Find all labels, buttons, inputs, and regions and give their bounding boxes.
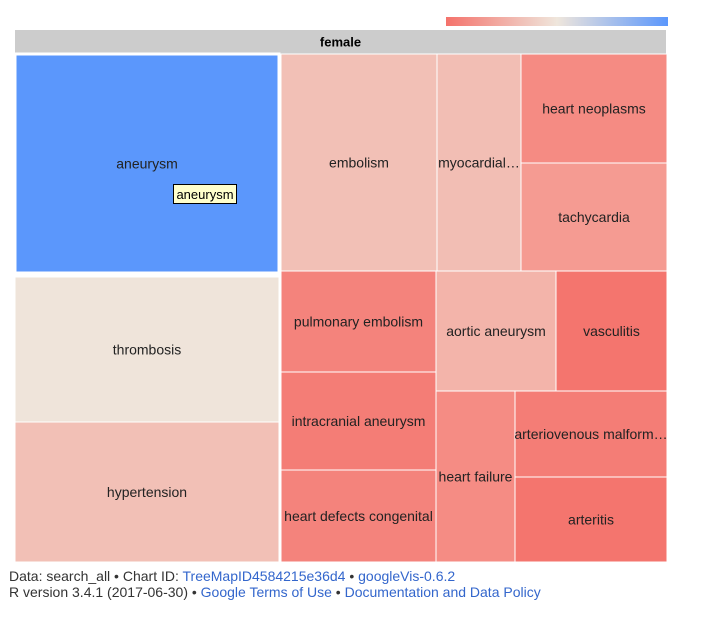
treemap-cell-label: vasculitis xyxy=(583,323,640,339)
treemap-cell-rect xyxy=(555,270,668,392)
treemap-cell-rect xyxy=(435,390,516,563)
treemap-cell-heart-defects-congenital[interactable]: heart defects congenital xyxy=(280,469,437,563)
tooltip-text: aneurysm xyxy=(176,187,233,202)
treemap-cell-rect xyxy=(280,371,437,471)
treemap-cell-vasculitis[interactable]: vasculitis xyxy=(555,270,668,392)
treemap-cell-label: aneurysm xyxy=(116,156,177,172)
footer-separator: • xyxy=(345,568,359,584)
treemap-chart: female aneurysm thrombosis hypertension emb… xyxy=(13,17,668,563)
googlevis-link[interactable]: googleVis-0.6.2 xyxy=(358,568,456,584)
treemap-cell-hypertension[interactable]: hypertension xyxy=(14,421,280,563)
terms-link[interactable]: Google Terms of Use xyxy=(200,584,332,600)
tooltip-box xyxy=(173,184,237,204)
footer-data-source: Data: search_all • Chart ID: xyxy=(9,568,183,584)
treemap-cell-rect xyxy=(520,162,668,272)
footer-separator: • xyxy=(331,584,345,600)
treemap-cell-label: aortic aneurysm xyxy=(446,323,546,339)
treemap-cell-aneurysm[interactable]: aneurysm xyxy=(13,52,281,275)
treemap-cell-rect xyxy=(280,270,437,373)
header-bar xyxy=(15,30,666,54)
treemap-cell-label: heart neoplasms xyxy=(542,101,646,117)
treemap-cell-myocardial[interactable]: myocardial… xyxy=(436,53,522,272)
chart-footer: Data: search_all • Chart ID: TreeMapID45… xyxy=(9,568,541,600)
treemap-cell-label: pulmonary embolism xyxy=(294,314,423,330)
treemap-cell-label: myocardial… xyxy=(438,155,520,171)
tooltip: aneurysm xyxy=(173,184,237,204)
chart-id-link[interactable]: TreeMapID4584215e36d4 xyxy=(182,568,346,584)
treemap-cell-label: arteriovenous malform… xyxy=(514,426,667,442)
treemap-cell-rect xyxy=(14,421,280,563)
treemap-cell-rect xyxy=(514,390,668,478)
color-legend-bar xyxy=(446,17,668,26)
treemap-cell-label: hypertension xyxy=(107,484,187,500)
treemap-header[interactable]: female xyxy=(15,30,666,54)
treemap-cell-heart-neoplasms[interactable]: heart neoplasms xyxy=(520,53,668,164)
treemap-cell-rect xyxy=(514,476,668,563)
treemap-cell-tachycardia[interactable]: tachycardia xyxy=(520,162,668,272)
treemap-cell-arteriovenous-malform[interactable]: arteriovenous malform… xyxy=(514,390,668,478)
treemap-cell-intracranial-aneurysm[interactable]: intracranial aneurysm xyxy=(280,371,437,471)
treemap-cell-label: intracranial aneurysm xyxy=(292,413,426,429)
header-title: female xyxy=(320,35,361,50)
footer-r-version: R version 3.4.1 (2017-06-30) • xyxy=(9,584,201,600)
treemap-cell-embolism[interactable]: embolism xyxy=(280,53,438,272)
treemap-cell-pulmonary-embolism[interactable]: pulmonary embolism xyxy=(280,270,437,373)
treemap-cell-label: arteritis xyxy=(568,512,614,528)
treemap-cell-aortic-aneurysm[interactable]: aortic aneurysm xyxy=(435,270,557,392)
treemap-cell-label: heart failure xyxy=(439,469,513,485)
treemap-cell-label: heart defects congenital xyxy=(284,508,433,524)
treemap-cell-rect xyxy=(13,52,281,275)
treemap-cell-label: tachycardia xyxy=(558,209,630,225)
treemap-cell-label: embolism xyxy=(329,155,389,171)
treemap-cell-heart-failure[interactable]: heart failure xyxy=(435,390,516,563)
footer-line-1: Data: search_all • Chart ID: TreeMapID45… xyxy=(9,568,541,584)
treemap-cell-arteritis[interactable]: arteritis xyxy=(514,476,668,563)
treemap-cell-thrombosis[interactable]: thrombosis xyxy=(14,276,280,423)
footer-line-2: R version 3.4.1 (2017-06-30) • Google Te… xyxy=(9,584,541,600)
policy-link[interactable]: Documentation and Data Policy xyxy=(344,584,541,600)
treemap-cell-label: thrombosis xyxy=(113,342,181,358)
treemap-cell-rect xyxy=(280,469,437,563)
treemap-cell-rect xyxy=(14,276,280,423)
treemap-cell-rect xyxy=(280,53,438,272)
